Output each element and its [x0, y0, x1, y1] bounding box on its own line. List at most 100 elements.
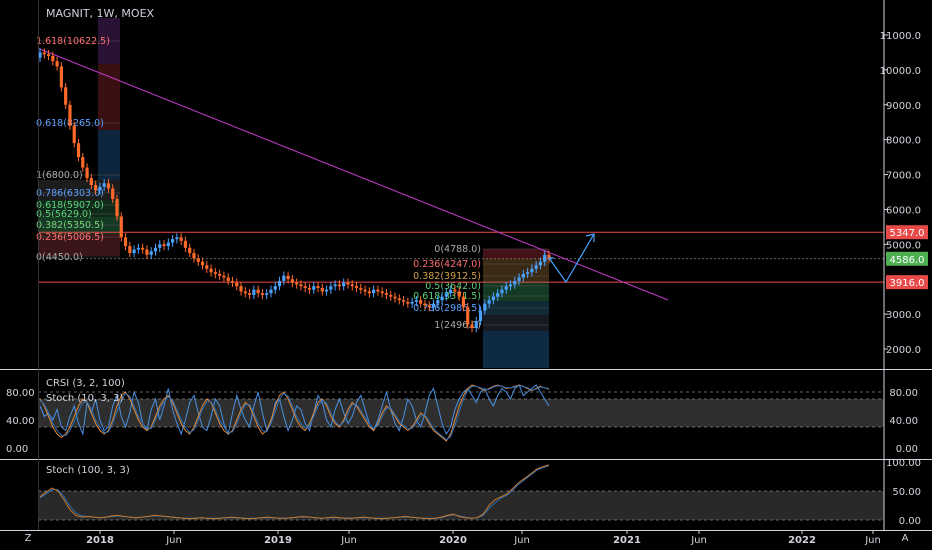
candle-body	[324, 289, 329, 292]
price-tick-label: 6000.0	[886, 205, 921, 216]
time-tick-label: 2019	[264, 535, 292, 546]
candle-body	[384, 293, 389, 295]
candle-body	[419, 300, 423, 304]
fib-right-red	[483, 249, 549, 259]
fib-left-label: 0.5(5629.0)	[36, 209, 92, 220]
candle-body	[42, 52, 46, 55]
candle-body	[500, 289, 504, 294]
fib-left-label: 0.382(5350.5)	[36, 220, 104, 231]
candle-body	[427, 305, 431, 308]
candle-body	[410, 301, 414, 304]
candle-body	[226, 277, 230, 281]
crsi-line	[39, 384, 550, 436]
candle-body	[170, 239, 175, 243]
fib-left-label: 0(4450.0)	[36, 252, 83, 263]
candle-body	[265, 293, 269, 295]
candle-body	[295, 282, 299, 285]
candle-body	[389, 294, 393, 297]
candle-body	[188, 247, 192, 254]
candle-body	[213, 272, 217, 274]
candle-body	[98, 186, 102, 191]
candle-body	[145, 249, 149, 255]
candle-body	[397, 298, 401, 301]
candle-body	[153, 247, 158, 252]
candle-body	[346, 282, 350, 285]
candle-body	[222, 275, 226, 278]
price-tick-label: 2000.0	[886, 345, 921, 356]
fib-right-blue	[483, 331, 549, 368]
time-tick-label: Jun	[864, 535, 881, 546]
stoch10-k-line	[39, 384, 550, 442]
candle-body	[286, 275, 290, 280]
candle-body	[59, 66, 63, 88]
candle-body	[239, 286, 243, 292]
price-tag-label: 3916.0	[890, 278, 925, 289]
candle-body	[526, 272, 530, 274]
candle-body	[158, 244, 162, 248]
oscillator-pane-1: CRSI (3, 2, 100) Stoch (10, 3, 3)	[38, 378, 884, 442]
stoch100-tick-label: 100.00	[886, 458, 921, 469]
candle-body	[543, 254, 547, 262]
crsi-tick-label: 0.00	[896, 444, 918, 455]
oscillator-pane-2: Stoch (100, 3, 3)	[38, 464, 884, 521]
fib-right-gray	[483, 315, 549, 331]
fib-right-label: 0(4788.0)	[434, 244, 481, 255]
candle-body	[538, 261, 543, 266]
candle-body	[81, 157, 85, 168]
candle-body	[444, 293, 448, 297]
stoch10-title: Stoch (10, 3, 3)	[46, 393, 123, 404]
fib-zone-green1	[38, 200, 120, 217]
candle-body	[406, 301, 410, 304]
candle-body	[106, 183, 111, 189]
candle-body	[466, 307, 470, 325]
candle-body	[401, 300, 406, 302]
stoch100-k-line	[39, 464, 550, 520]
candle-body	[487, 300, 491, 304]
candle-body	[256, 289, 260, 294]
crsi-left-tick-label: 40.00	[6, 416, 35, 427]
candle-body	[183, 240, 188, 248]
price-tag-label: 4586.0	[890, 255, 925, 266]
candle-body	[179, 237, 183, 241]
stoch100-tick-label: 0.00	[899, 516, 921, 527]
candle-body	[277, 280, 282, 287]
candle-body	[423, 303, 427, 306]
candle-body	[474, 321, 478, 329]
price-tag-label: 5347.0	[890, 228, 925, 239]
time-tick-label: Jun	[690, 535, 707, 546]
candle-body	[312, 286, 316, 290]
candle-body	[51, 55, 55, 62]
candle-body	[436, 300, 440, 304]
candle-body	[85, 167, 89, 179]
candle-body	[517, 277, 521, 281]
trendline	[37, 47, 669, 301]
stoch10-d-line	[39, 385, 550, 441]
candle-body	[252, 289, 256, 295]
candle-body	[55, 61, 59, 67]
auto-scale-button[interactable]: A	[902, 533, 909, 544]
candle-body	[102, 183, 106, 187]
price-tick-label: 7000.0	[886, 171, 921, 182]
candle-body	[513, 280, 517, 285]
log-scale-button[interactable]: Z	[25, 533, 32, 544]
fib-zone-red2	[38, 234, 120, 256]
price-tag-bg	[886, 225, 928, 240]
candle-body	[547, 254, 551, 259]
candle-body	[64, 87, 68, 105]
time-tick-label: 2022	[788, 535, 816, 546]
candle-body	[367, 291, 371, 294]
exchange-label: MOEX	[121, 7, 154, 20]
candle-body	[119, 216, 123, 238]
candle-body	[457, 291, 461, 297]
candle-body	[94, 185, 98, 191]
price-pane: 1.618(10622.5)0.618(8265.0)1(6800.0)0.78…	[36, 18, 928, 368]
fib-left-label: 1.618(10622.5)	[36, 36, 110, 47]
candle-body	[230, 280, 235, 283]
candle-body	[316, 286, 320, 288]
fib-zone-green2	[38, 217, 120, 234]
time-tick-label: 2018	[86, 535, 114, 546]
candle-body	[333, 284, 337, 287]
candle-body	[534, 265, 538, 269]
candle-body	[128, 246, 132, 254]
